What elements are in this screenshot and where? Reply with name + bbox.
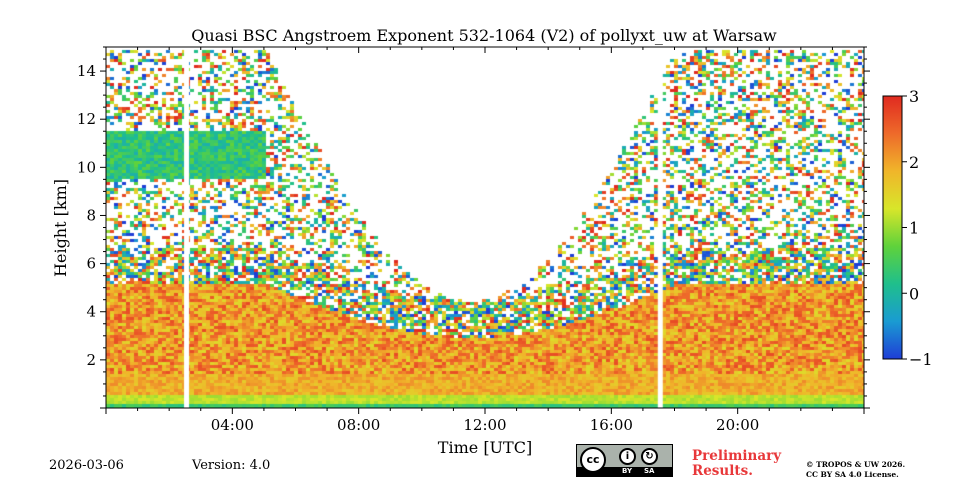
sa-share-alike-icon: ↻ xyxy=(641,448,658,465)
colorbar-gradient xyxy=(882,95,903,360)
cc-icon: cc xyxy=(580,447,606,473)
y-tick-label: 2 xyxy=(86,351,96,369)
y-axis-label: Height [km] xyxy=(51,179,70,277)
colorbar: −1 0 1 2 3 xyxy=(882,87,933,369)
x-axis-label: Time [UTC] xyxy=(438,438,532,457)
cc-license-badge: cc i ↻ BY SA xyxy=(576,444,673,477)
y-tick-label: 8 xyxy=(86,206,96,224)
x-tick-label: 12:00 xyxy=(463,416,506,434)
chart-title: Quasi BSC Angstroem Exponent 532-1064 (V… xyxy=(191,26,777,45)
colorbar-tick-label: 2 xyxy=(909,153,919,172)
y-tick-label: 14 xyxy=(77,62,96,80)
colorbar-tick-label: 0 xyxy=(909,284,919,303)
by-person-icon: i xyxy=(619,448,636,465)
copyright-line-2: CC BY SA 4.0 License. xyxy=(806,470,899,479)
y-tick-label: 6 xyxy=(86,255,96,273)
sa-label: SA xyxy=(644,467,655,475)
preliminary-results-note: Preliminary Results. xyxy=(692,449,781,479)
x-tick-label: 08:00 xyxy=(337,416,380,434)
badge-band xyxy=(577,467,672,476)
x-tick-label: 04:00 xyxy=(211,416,254,434)
y-tick-label: 4 xyxy=(86,303,96,321)
date-label: 2026-03-06 xyxy=(49,458,124,473)
version-label: Version: 4.0 xyxy=(192,458,271,473)
copyright-line-1: © TROPOS & UW 2026. xyxy=(806,460,906,469)
x-tick-label: 16:00 xyxy=(590,416,633,434)
y-tick-label: 10 xyxy=(77,158,96,176)
by-label: BY xyxy=(622,467,633,475)
preliminary-line-1: Preliminary xyxy=(692,448,782,464)
x-tick-label: 20:00 xyxy=(716,416,759,434)
colorbar-tick-label: −1 xyxy=(909,350,933,369)
copyright-note: © TROPOS & UW 2026. CC BY SA 4.0 License… xyxy=(806,460,905,480)
colorbar-tick-label: 1 xyxy=(909,219,919,238)
preliminary-line-2: Results. xyxy=(692,463,753,479)
heatmap-image xyxy=(106,47,864,408)
y-tick-label: 12 xyxy=(77,110,96,128)
x-axis: 04:00 08:00 12:00 16:00 20:00 xyxy=(105,47,865,434)
heatmap-raster xyxy=(106,47,864,408)
colorbar-tick-label: 3 xyxy=(909,87,919,106)
y-axis: 2 4 6 8 10 12 14 xyxy=(77,46,870,409)
